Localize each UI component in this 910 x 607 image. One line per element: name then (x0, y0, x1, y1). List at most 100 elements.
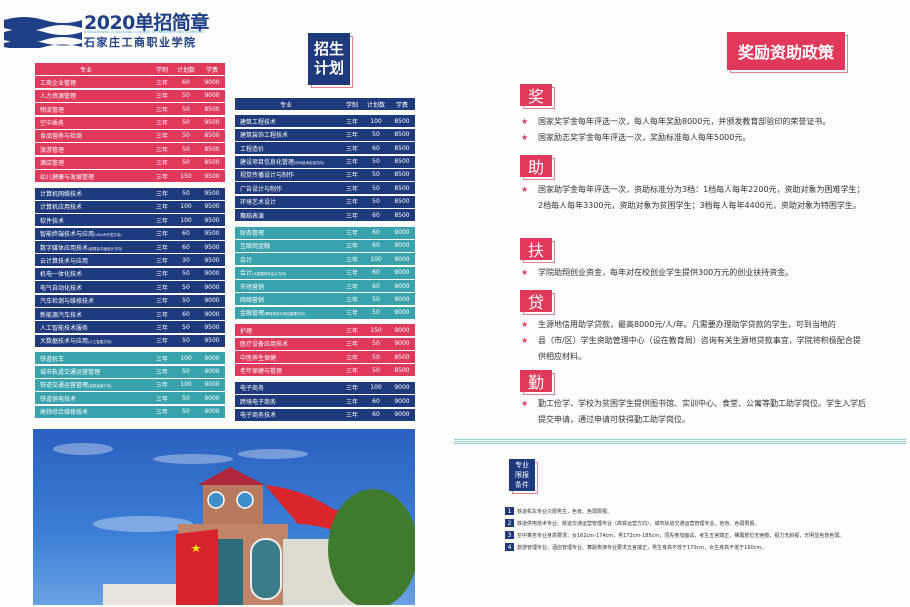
plan-count: 50 (372, 309, 380, 317)
tuition: 8500 (394, 131, 410, 139)
tuition: 9000 (204, 394, 220, 402)
major-label: 数字媒体应用技术 (40, 244, 89, 252)
school-name: 石家庄工商职业学院 (84, 36, 197, 49)
major-name: 物流管理 (40, 105, 151, 114)
table-row: 高铁综合维修技术 三年 50 9000 (35, 405, 225, 418)
logo-title: 2020单招简章 (84, 12, 209, 34)
major-name: 高铁综合维修技术 (40, 407, 151, 416)
restriction-text: 铁道机车专业只限男生，色盲、色弱限报。 (517, 508, 613, 515)
years: 三年 (345, 145, 358, 153)
major-name: 网络营销 (240, 295, 341, 304)
plan-heading-text: 招生计划 (313, 40, 344, 77)
table-row: 电子商务 三年 100 9000 (235, 381, 415, 394)
major-label: 会计 (240, 270, 253, 278)
plan-count: 60 (182, 310, 190, 318)
plan-count: 50 (182, 119, 190, 127)
years: 三年 (155, 271, 168, 279)
major-name: 人力资源管理 (40, 91, 151, 100)
plan-count: 50 (182, 368, 190, 376)
years: 三年 (155, 409, 168, 417)
major-label: 建设项目信息化管理 (240, 159, 295, 167)
major-label: 互联网金融 (240, 243, 271, 251)
major-name: 电气自动化技术 (40, 283, 151, 292)
years: 三年 (155, 133, 168, 141)
major-name: 护理 (240, 326, 341, 335)
plan-count: 60 (372, 144, 380, 152)
table-row: 舞蹈表演 三年 60 8500 (235, 209, 415, 222)
years: 三年 (155, 79, 168, 87)
plan-count: 50 (182, 132, 190, 140)
years: 三年 (345, 398, 358, 406)
major-label: 高铁综合维修技术 (40, 409, 89, 417)
years: 三年 (155, 146, 168, 154)
table-row: 建设项目信息化管理(BIM技术应用方向) 三年 50 8500 (235, 155, 415, 168)
major-name: 智能终端技术与应用(VR/AR开发方向) (40, 229, 151, 238)
years: 三年 (345, 341, 358, 349)
major-label: 网络营销 (240, 296, 265, 304)
policy-tag-0: 奖 (520, 84, 555, 109)
major-note: (理财规划与风险管理方向) (264, 312, 306, 317)
major-label: 幼儿健康与发展管理 (40, 173, 95, 181)
major-label: 物流管理 (40, 106, 65, 114)
major-name: 食品营养与检测 (40, 131, 151, 140)
plan-count: 50 (182, 337, 190, 345)
header-years: 学制 (345, 101, 358, 109)
tuition: 9000 (204, 368, 220, 376)
major-name: 舞蹈表演 (240, 211, 341, 220)
years: 三年 (155, 338, 168, 346)
tuition: 9500 (204, 230, 220, 238)
policy-item-text: 学院助翔创业资金，每年对在校创业学生提供300万元的创业扶持资金。 (538, 268, 794, 277)
years: 三年 (155, 369, 168, 377)
major-name: 市场营销 (240, 282, 341, 291)
policy-item: ★ 国家助学金每年评选一次，资助标准分为3档：1档每人每年2200元，资助对象为困… (521, 182, 866, 214)
major-name: 云计算技术与应用 (40, 256, 151, 265)
tuition: 9000 (394, 384, 410, 392)
major-note: (大数据财务会计方向) (252, 272, 287, 277)
plan-count: 50 (182, 270, 190, 278)
tuition: 9000 (394, 269, 410, 277)
plan-count: 50 (372, 198, 380, 206)
years: 三年 (345, 385, 358, 393)
years: 三年 (155, 257, 168, 265)
table-row: 视觉传播设计与制作 三年 50 8500 (235, 168, 415, 181)
plan-count: 50 (372, 184, 380, 192)
plan-count: 60 (372, 229, 380, 237)
plan-count: 30 (182, 256, 190, 264)
plan-count: 50 (372, 295, 380, 303)
major-name: 中医养生保健 (240, 353, 341, 362)
table-row: 汽车检测与维修技术 三年 50 9000 (35, 294, 225, 307)
table-row: 物流管理 三年 50 8500 (35, 103, 225, 116)
table-row: 幼儿健康与发展管理 三年 150 9500 (35, 170, 225, 183)
table-row: 跨境电子商务 三年 60 9000 (235, 395, 415, 408)
plan-count: 100 (180, 381, 192, 389)
years: 三年 (345, 354, 358, 362)
table-row: 铁道机车 三年 100 9000 (35, 352, 225, 365)
header-fee: 学费 (205, 66, 218, 74)
major-label: 舞蹈表演 (240, 212, 265, 220)
star-icon: ★ (521, 399, 529, 408)
major-name: 人工智能技术服务 (40, 323, 151, 332)
major-name: 医疗设备应用技术 (240, 339, 341, 348)
table-row: 云计算技术与应用 三年 30 9500 (35, 254, 225, 267)
major-name: 计算机网络技术 (40, 189, 151, 198)
table-row: 铁道供电技术 三年 50 9000 (35, 392, 225, 405)
major-label: 跨境电子商务 (240, 398, 277, 406)
tuition: 9000 (204, 381, 220, 389)
tuition: 9000 (394, 326, 410, 334)
major-name: 机电一体化技术 (40, 269, 151, 278)
plan-count: 100 (370, 117, 382, 125)
years: 三年 (155, 217, 168, 225)
plan-count: 100 (370, 255, 382, 263)
table-header: 专业 学制 计划数 学费 (235, 98, 415, 110)
major-note: (影视及平面设计方向) (88, 246, 123, 251)
tuition: 9000 (394, 340, 410, 348)
years: 三年 (155, 284, 168, 292)
policy-item-text: 国家励志奖学金每年评选一次，奖励标准每人每年5000元。 (538, 133, 751, 142)
major-name: 铁道供电技术 (40, 394, 151, 403)
major-name: 建筑装饰工程技术 (240, 130, 341, 139)
restriction-text: 旅游管理专业、酒店管理专业、舞蹈表演专业要求五官端正，男生身高不低于170cm，… (517, 544, 767, 551)
years: 三年 (155, 244, 168, 252)
years: 三年 (345, 185, 358, 193)
policy-item: ★ 勤工俭学，学校为贫困学生提供图书馆、实训中心、食堂、公寓等勤工助学岗位。学生入… (521, 396, 866, 428)
tuition: 9500 (204, 216, 220, 224)
